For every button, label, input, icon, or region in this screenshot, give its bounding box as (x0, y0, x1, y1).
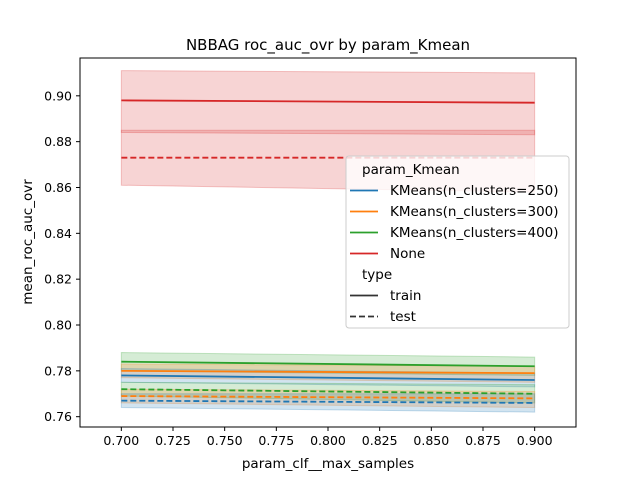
x-axis-label: param_clf__max_samples (242, 456, 414, 472)
y-tick-label: 0.86 (44, 180, 72, 195)
y-tick-label: 0.88 (44, 134, 72, 149)
x-tick-label: 0.775 (258, 433, 294, 448)
line-kmeans-n-clusters-250-test (121, 399, 535, 404)
line-kmeans-n-clusters-300-test (121, 395, 535, 400)
y-tick-label: 0.76 (44, 409, 72, 424)
y-axis: 0.76 0.78 0.80 0.82 0.84 0.86 0.88 0.90 (44, 88, 80, 424)
x-axis: 0.700 0.725 0.750 0.775 0.800 0.825 0.850 0.875… (103, 427, 553, 448)
band-none-train (120, 70, 536, 136)
x-tick-label: 0.700 (103, 433, 139, 448)
legend-train-label: train (390, 288, 421, 304)
x-tick-label: 0.900 (517, 433, 553, 448)
line-kmeans-n-clusters-300-train (121, 369, 535, 375)
legend: param_Kmean KMeans(n_clusters=250) KMeans(… (345, 155, 570, 329)
legend-kmeans-n-clusters-300-label: KMeans(n_clusters=300) (390, 204, 559, 220)
y-tick-label: 0.84 (44, 226, 72, 241)
y-tick-label: 0.90 (44, 88, 72, 103)
y-tick-label: 0.78 (44, 363, 72, 378)
legend-kmeans-n-clusters-400-label: KMeans(n_clusters=400) (390, 225, 559, 241)
legend-hue-title: param_Kmean (362, 162, 460, 178)
x-tick-label: 0.800 (310, 433, 346, 448)
legend-style-title: type (362, 267, 392, 283)
legend-none-label: None (390, 246, 425, 262)
legend-box (345, 155, 570, 329)
x-tick-label: 0.825 (362, 433, 398, 448)
line-none-train (121, 99, 535, 104)
line-kmeans-n-clusters-400-test (121, 388, 535, 395)
x-tick-label: 0.850 (413, 433, 449, 448)
legend-kmeans-n-clusters-250-label: KMeans(n_clusters=250) (390, 183, 559, 199)
y-tick-label: 0.82 (44, 272, 72, 287)
chart-title: NBBAG roc_auc_ovr by param_Kmean (186, 36, 470, 55)
y-axis-label: mean_roc_auc_ovr (20, 179, 36, 305)
line-kmeans-n-clusters-250-train (121, 374, 535, 381)
line-kmeans-n-clusters-400-train (121, 360, 535, 368)
x-tick-label: 0.750 (207, 433, 243, 448)
y-tick-label: 0.80 (44, 318, 72, 333)
legend-test-label: test (390, 309, 416, 325)
x-tick-label: 0.875 (465, 433, 501, 448)
x-tick-label: 0.725 (155, 433, 191, 448)
